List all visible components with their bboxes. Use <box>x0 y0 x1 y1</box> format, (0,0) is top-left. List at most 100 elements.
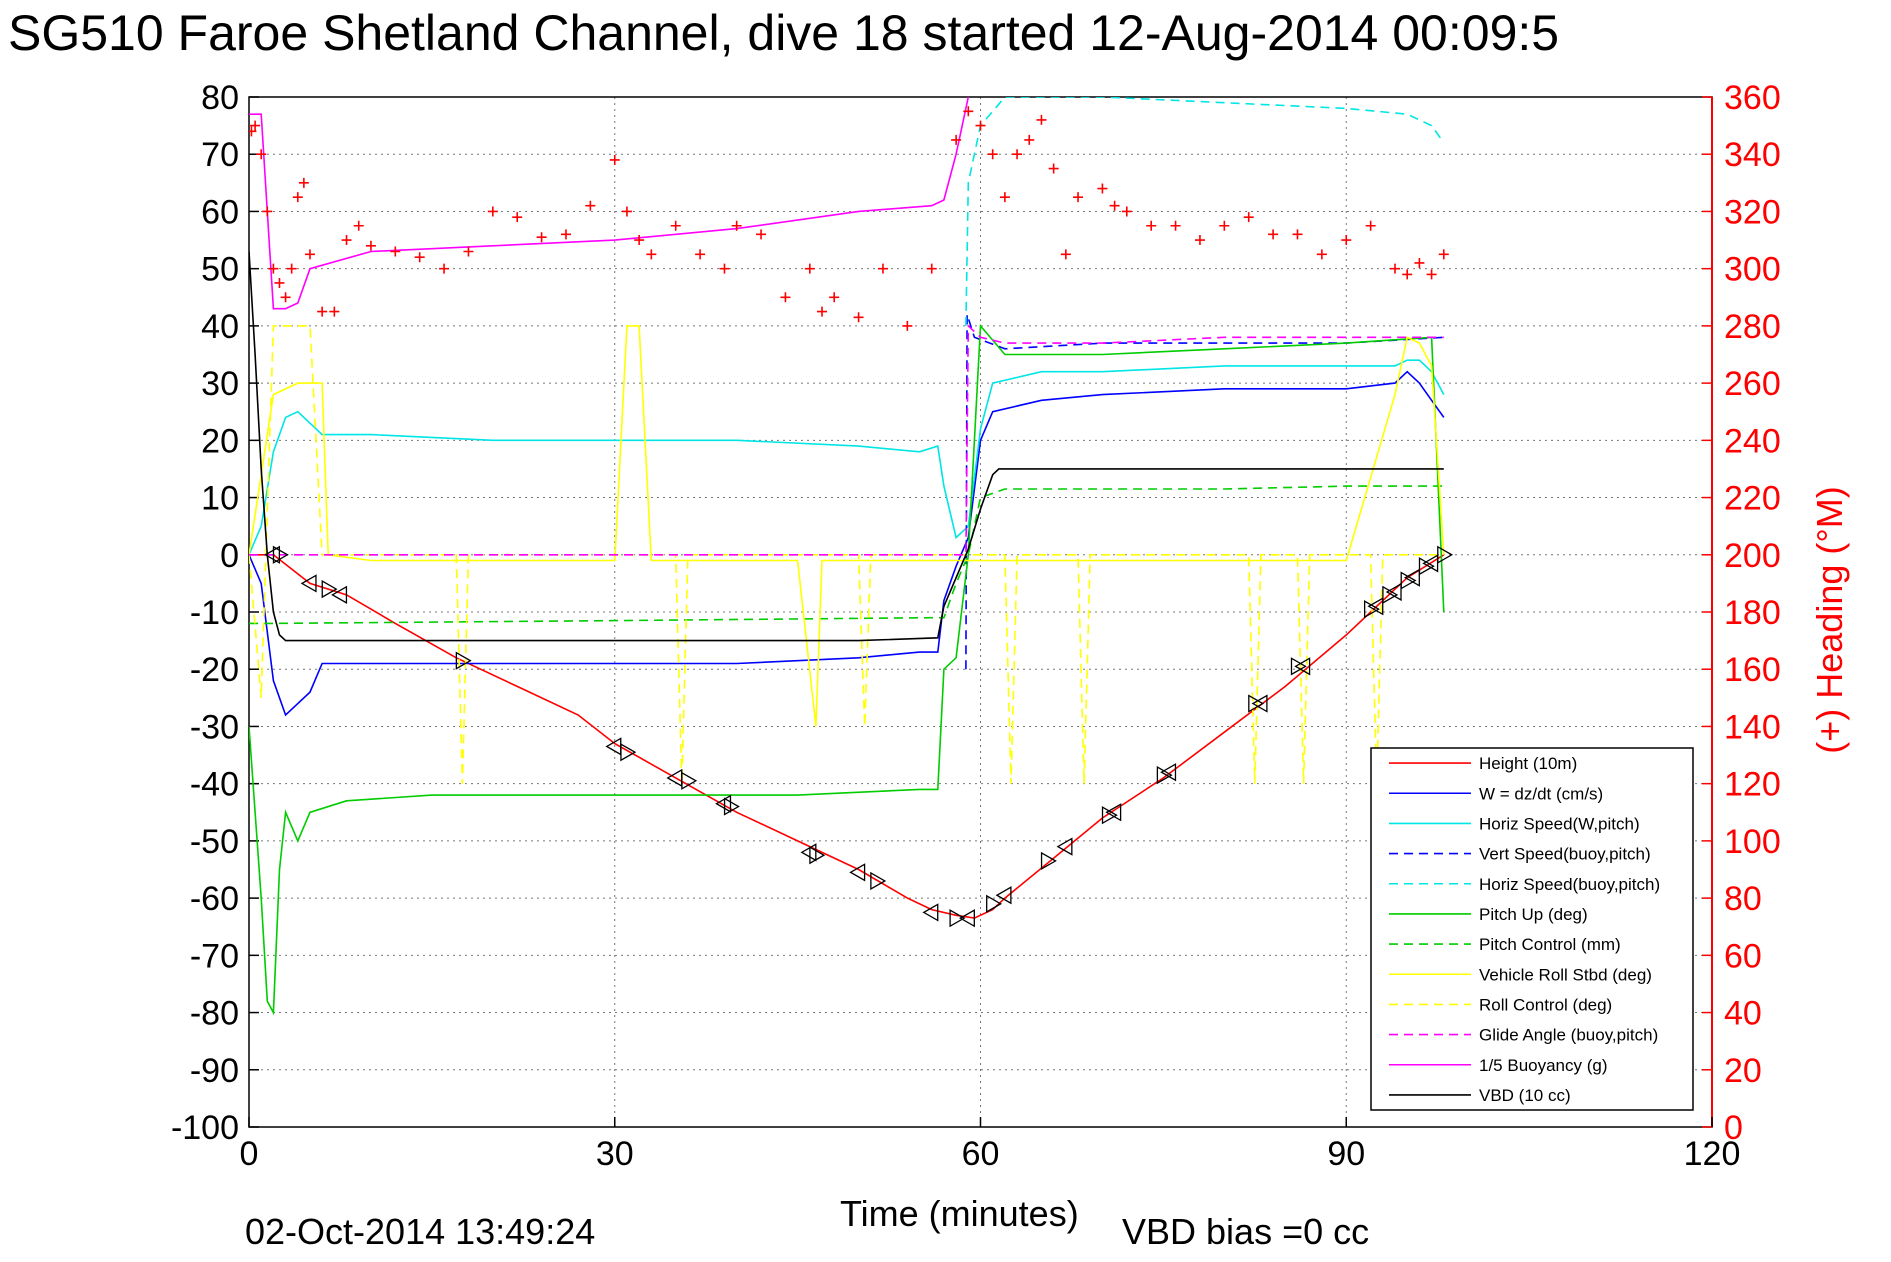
heading-marker <box>731 220 742 231</box>
depth-marker <box>1367 597 1384 616</box>
depth-marker <box>331 585 348 604</box>
depth-marker <box>300 574 317 593</box>
depth-marker <box>455 651 472 670</box>
y2-tick-label: 360 <box>1724 79 1781 117</box>
heading-marker <box>304 249 315 260</box>
heading-marker <box>585 200 596 211</box>
heading-marker <box>1390 263 1401 274</box>
y-tick-label: -100 <box>171 1109 239 1147</box>
y2-tick-label: 260 <box>1724 365 1781 403</box>
y-tick-label: 40 <box>201 308 239 346</box>
heading-marker <box>1219 220 1230 231</box>
depth-marker <box>715 794 732 813</box>
depth-marker <box>1056 837 1073 856</box>
series-layer <box>249 97 1445 1016</box>
heading-marker <box>804 263 815 274</box>
depth-marker <box>849 863 866 882</box>
heading-marker <box>756 229 767 240</box>
heading-marker <box>817 306 828 317</box>
heading-marker <box>780 292 791 303</box>
heading-marker <box>1243 212 1254 223</box>
y-tick-label: -80 <box>190 995 239 1033</box>
depth-marker <box>1248 694 1265 713</box>
y-tick-label: -60 <box>190 880 239 918</box>
heading-marker <box>1073 192 1084 203</box>
depth-marker <box>264 545 281 564</box>
x-tick-label: 0 <box>240 1135 259 1173</box>
heading-marker <box>1121 206 1132 217</box>
legend-label: Horiz Speed(W,pitch) <box>1479 814 1640 833</box>
heading-marker <box>1414 257 1425 268</box>
heading-marker <box>1109 200 1120 211</box>
series-line-1 <box>249 370 1445 717</box>
depth-marker <box>681 771 698 790</box>
y2-tick-label: 240 <box>1724 422 1781 460</box>
heading-marker <box>560 229 571 240</box>
depth-marker <box>1294 657 1311 676</box>
heading-marker <box>634 235 645 246</box>
depth-marker <box>1403 568 1420 587</box>
x-tick-label: 30 <box>596 1135 634 1173</box>
depth-marker <box>1290 657 1307 676</box>
heading-marker <box>621 206 632 217</box>
y-tick-label: -50 <box>190 823 239 861</box>
heading-marker <box>829 292 840 303</box>
depth-marker <box>723 797 740 816</box>
heading-marker <box>536 232 547 243</box>
heading-marker <box>926 263 937 274</box>
series-line-7 <box>249 325 1445 727</box>
heading-marker <box>268 263 279 274</box>
heading-marker <box>853 312 864 323</box>
depth-marker <box>321 579 338 599</box>
heading-marker <box>487 206 498 217</box>
series-line-6 <box>249 485 1444 625</box>
y2-tick-label: 140 <box>1724 708 1781 746</box>
series-line-10 <box>249 97 970 310</box>
right-axis-ticks: 3603403203002802602402202001801601401201… <box>1702 79 1781 1147</box>
y2-tick-label: 20 <box>1724 1052 1762 1090</box>
series-line-2 <box>249 359 1445 556</box>
legend-label: Vehicle Roll Stbd (deg) <box>1479 965 1652 984</box>
depth-markers <box>264 545 1454 928</box>
heading-marker <box>609 154 620 165</box>
series-line-0 <box>249 553 1445 919</box>
left-axis-ticks: 80 70 60 50 40 30 20 10 0 -10 -20 -30 -40 -50 -60 -70 -8… <box>171 79 259 1147</box>
depth-marker <box>1437 545 1454 564</box>
heading-marker <box>1048 163 1059 174</box>
y2-tick-label: 0 <box>1724 1109 1743 1147</box>
heading-marker <box>1036 114 1047 125</box>
series-line-5 <box>249 323 1445 1016</box>
depth-marker <box>995 886 1012 905</box>
heading-marker <box>365 240 376 251</box>
legend-label: Pitch Up (deg) <box>1479 905 1588 924</box>
y2-tick-label: 120 <box>1724 766 1781 804</box>
legend-label: 1/5 Buoyancy (g) <box>1479 1056 1608 1075</box>
legend-label: Glide Angle (buoy,pitch) <box>1479 1026 1658 1045</box>
heading-marker <box>999 192 1010 203</box>
y-tick-label: 10 <box>201 480 239 518</box>
depth-marker <box>986 894 1002 913</box>
depth-marker <box>800 843 817 862</box>
y-tick-label: 60 <box>201 193 239 231</box>
heading-marker <box>1426 269 1437 280</box>
y-tick-label: -40 <box>190 766 239 804</box>
x-axis-label: Time (minutes) <box>840 1193 1079 1234</box>
depth-marker <box>922 903 939 922</box>
heading-marker <box>439 263 450 274</box>
heading-marker <box>1170 220 1181 231</box>
heading-marker <box>341 235 352 246</box>
heading-marker <box>1365 220 1376 231</box>
legend-label: Horiz Speed(buoy,pitch) <box>1479 875 1660 894</box>
heading-marker <box>646 249 657 260</box>
y-tick-label: -70 <box>190 937 239 975</box>
depth-marker <box>1040 851 1057 871</box>
depth-marker <box>1160 763 1177 782</box>
heading-marker <box>1060 249 1071 260</box>
heading-marker <box>1268 229 1279 240</box>
depth-marker <box>949 909 966 928</box>
y2-tick-label: 80 <box>1724 880 1762 918</box>
y-tick-label: -30 <box>190 708 239 746</box>
timestamp-text: 02-Oct-2014 13:49:24 <box>245 1211 595 1252</box>
heading-marker <box>1292 229 1303 240</box>
